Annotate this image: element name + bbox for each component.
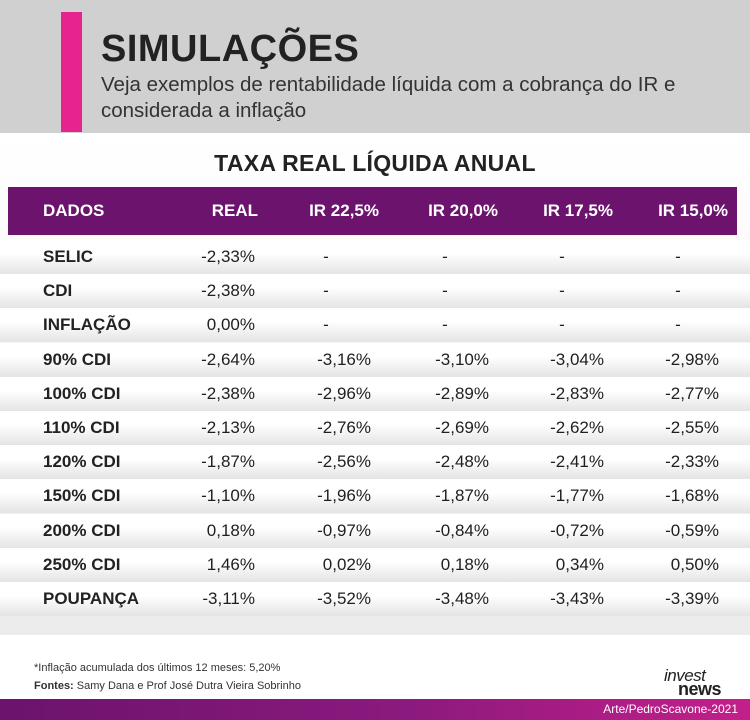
table-cell: -0,84% xyxy=(435,521,489,540)
row-label: 150% CDI xyxy=(43,486,121,505)
table-cell: -2,76% xyxy=(317,418,371,437)
table-title: TAXA REAL LÍQUIDA ANUAL xyxy=(214,150,536,176)
table-cell: -2,13% xyxy=(201,418,255,437)
table-cell: 0,02% xyxy=(322,555,371,574)
row-label: 250% CDI xyxy=(43,555,121,574)
row-label: 100% CDI xyxy=(43,384,121,403)
table-cell: -2,33% xyxy=(665,452,719,471)
table-cell: -2,38% xyxy=(201,281,255,300)
logo-line-1: invest xyxy=(664,666,706,685)
table-cell: -3,52% xyxy=(317,589,371,608)
bottom-bar: Arte/PedroScavone-2021 xyxy=(0,699,750,720)
page-subtitle: Veja exemplos de rentabilidade líquida c… xyxy=(101,73,676,122)
table-cell: -2,41% xyxy=(550,452,604,471)
table-cell: - xyxy=(559,247,565,266)
row-label: CDI xyxy=(43,281,73,300)
table-cell: -3,04% xyxy=(550,350,604,369)
table-cell: - xyxy=(675,247,681,266)
table-cell: -3,48% xyxy=(435,589,489,608)
column-header-ir-22-5: IR 22,5% xyxy=(309,201,379,220)
table-cell: -3,11% xyxy=(202,589,255,608)
table-cell: -1,68% xyxy=(665,486,719,505)
table-row: 200% CDI 0,18% -0,97% -0,84% -0,72% -0,59% xyxy=(0,514,750,548)
table-cell: -1,10% xyxy=(201,486,255,505)
table-cell: - xyxy=(442,315,448,334)
table-cell: -2,64% xyxy=(201,350,255,369)
investnews-logo: invest news xyxy=(664,666,744,702)
header-panel xyxy=(0,0,750,133)
table-cell: - xyxy=(323,247,329,266)
table-cell: -2,89% xyxy=(435,384,489,403)
table-row: SELIC -2,33% - - - - xyxy=(0,240,750,274)
source-line: Fontes: Samy Dana e Prof José Dutra Viei… xyxy=(34,680,301,692)
table-cell: 0,34% xyxy=(555,555,604,574)
table-cell: - xyxy=(323,315,329,334)
table-cell: -2,69% xyxy=(435,418,489,437)
table-cell: -1,77% xyxy=(550,486,604,505)
table-cell: -3,10% xyxy=(435,350,489,369)
footnote: *Inflação acumulada dos últimos 12 meses… xyxy=(34,662,281,674)
row-label: 200% CDI xyxy=(43,521,121,540)
table-cell: -2,56% xyxy=(317,452,371,471)
table-cell: - xyxy=(675,281,681,300)
page-title: SIMULAÇÕES xyxy=(101,28,360,70)
source-label: Fontes: xyxy=(34,680,74,692)
table-cell: - xyxy=(559,315,565,334)
logo-line-2: news xyxy=(678,679,722,699)
table-cell: -2,33% xyxy=(201,247,255,266)
table-cell: -2,83% xyxy=(550,384,604,403)
table-cell: -2,48% xyxy=(435,452,489,471)
table-row: 150% CDI -1,10% -1,96% -1,87% -1,77% -1,68% xyxy=(0,479,750,513)
column-header-ir-17-5: IR 17,5% xyxy=(543,201,613,220)
table-cell: -3,16% xyxy=(317,350,371,369)
table-header: DADOS REAL IR 22,5% IR 20,0% IR 17,5% IR… xyxy=(8,187,737,235)
table-cell: -2,62% xyxy=(550,418,604,437)
table-cell: -2,77% xyxy=(665,384,719,403)
table-cell: -3,39% xyxy=(665,589,719,608)
row-label: 110% CDI xyxy=(43,418,120,437)
row-label: 120% CDI xyxy=(43,452,121,471)
table-row: 90% CDI -2,64% -3,16% -3,10% -3,04% -2,98% xyxy=(0,343,750,377)
column-header-ir-15-0: IR 15,0% xyxy=(658,201,728,220)
table-row: 100% CDI -2,38% -2,96% -2,89% -2,83% -2,77% xyxy=(0,377,750,411)
table-cell: -2,55% xyxy=(665,418,719,437)
accent-bar xyxy=(61,12,82,132)
column-header-ir-20-0: IR 20,0% xyxy=(428,201,498,220)
table-row: CDI -2,38% - - - - xyxy=(0,274,750,308)
table-row: INFLAÇÃO 0,00% - - - - xyxy=(0,308,750,342)
art-credit: Arte/PedroScavone-2021 xyxy=(603,702,738,716)
table-cell: - xyxy=(675,315,681,334)
table-cell: 0,18% xyxy=(440,555,489,574)
source-text: Samy Dana e Prof José Dutra Vieira Sobri… xyxy=(73,680,301,692)
footer xyxy=(0,635,750,699)
table-row: 120% CDI -1,87% -2,56% -2,48% -2,41% -2,33% xyxy=(0,445,750,479)
table-cell: - xyxy=(559,281,565,300)
table-cell: -1,87% xyxy=(435,486,489,505)
table-row: 110% CDI -2,13% -2,76% -2,69% -2,62% -2,55% xyxy=(0,411,750,445)
table-cell: 0,18% xyxy=(206,521,255,540)
column-header-dados: DADOS xyxy=(43,201,105,220)
row-label: SELIC xyxy=(43,247,94,266)
table-cell: -0,59% xyxy=(665,521,719,540)
row-label: 90% CDI xyxy=(43,350,112,369)
table-cell: - xyxy=(442,247,448,266)
table-cell: -0,72% xyxy=(550,521,604,540)
table-cell: 0,00% xyxy=(206,315,255,334)
table-cell: 0,50% xyxy=(670,555,719,574)
table-cell: -0,97% xyxy=(317,521,371,540)
table-row: 250% CDI 1,46% 0,02% 0,18% 0,34% 0,50% xyxy=(0,548,750,582)
table-row: POUPANÇA -3,11% -3,52% -3,48% -3,43% -3,39% xyxy=(0,582,750,616)
row-label: INFLAÇÃO xyxy=(43,315,131,334)
row-label: POUPANÇA xyxy=(43,589,140,608)
table-cell: -2,98% xyxy=(665,350,719,369)
table-cell: -2,38% xyxy=(201,384,255,403)
table-cell: -2,96% xyxy=(317,384,371,403)
table-cell: - xyxy=(442,281,448,300)
table-cell: -3,43% xyxy=(550,589,604,608)
table-cell: 1,46% xyxy=(206,555,255,574)
table-cell: - xyxy=(323,281,329,300)
column-header-real: REAL xyxy=(211,201,258,220)
table-cell: -1,87% xyxy=(201,452,255,471)
table-cell: -1,96% xyxy=(317,486,371,505)
